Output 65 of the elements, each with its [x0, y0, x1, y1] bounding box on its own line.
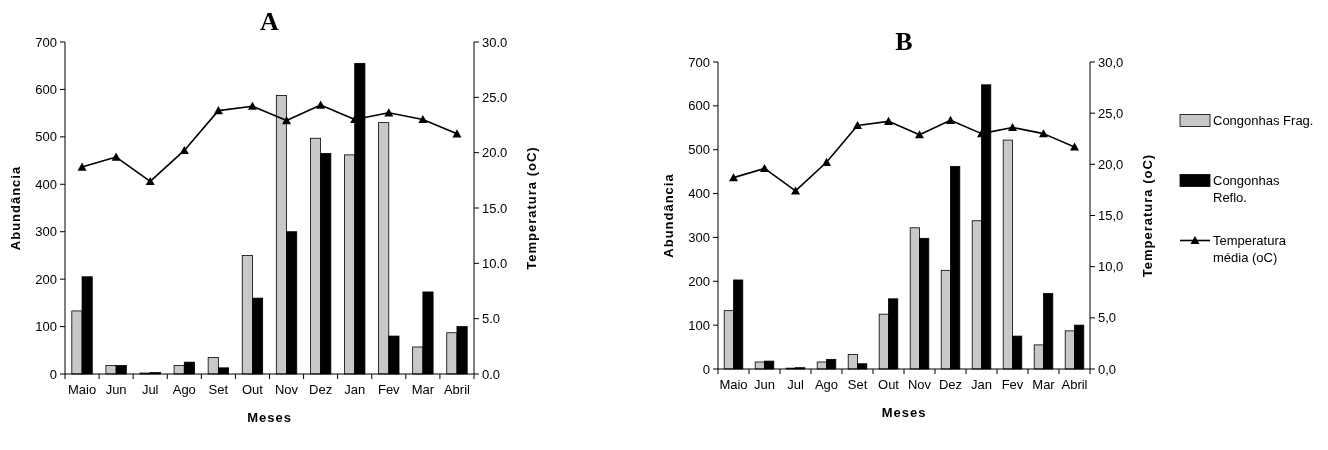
legend-label: Congonhas Frag. [1213, 113, 1314, 129]
y-tick-label: 100 [35, 319, 57, 335]
legend-label: Congonhas Reflo. [1213, 173, 1280, 205]
x-tick-label: Out [878, 377, 900, 392]
y-tick-label: 600 [35, 81, 57, 97]
x-tick-label: Dez [309, 382, 333, 397]
x-tick-label: Abril [443, 382, 471, 397]
y2-tick-label: 25,0 [1098, 105, 1124, 121]
y2-axis-title: Temperatura (oC) [524, 146, 539, 270]
x-tick-label: Mar [1032, 377, 1056, 392]
y2-tick-label: 0.0 [482, 366, 501, 382]
y-tick-label: 500 [688, 142, 710, 158]
x-tick-label: Maio [67, 382, 97, 397]
x-tick-label: Dez [938, 377, 963, 392]
y2-tick-label: 15.0 [482, 200, 508, 216]
y-tick-label: 200 [35, 271, 57, 287]
y2-tick-label: 25.0 [482, 89, 508, 105]
y-tick-label: 100 [688, 317, 710, 333]
y2-tick-label: 10.0 [482, 255, 508, 271]
x-tick-label: Mar [411, 382, 435, 397]
x-tick-label: Maio [719, 377, 748, 392]
x-axis-title: Meses [881, 405, 927, 420]
y2-tick-label: 10,0 [1098, 259, 1124, 275]
x-tick-label: Jul [787, 377, 804, 392]
y2-tick-label: 5,0 [1098, 310, 1117, 326]
x-tick-label: Abril [1061, 377, 1088, 392]
y-tick-label: 0 [49, 366, 57, 382]
x-tick-label: Jul [141, 382, 159, 397]
y2-tick-label: 30,0 [1098, 54, 1124, 70]
y-tick-label: 0 [702, 361, 710, 377]
y-tick-label: 200 [688, 273, 710, 289]
y-tick-label: 300 [688, 229, 710, 245]
y-tick-label: 600 [688, 98, 710, 114]
y2-tick-label: 0,0 [1098, 361, 1117, 377]
y-tick-label: 300 [35, 224, 57, 240]
legend-label: Temperatura média (oC) [1213, 233, 1287, 265]
x-tick-label: Fev [377, 382, 401, 397]
x-tick-label: Jun [754, 377, 775, 392]
x-tick-label: Nov [274, 382, 299, 397]
y2-tick-label: 5.0 [482, 311, 501, 327]
x-axis-title: Meses [247, 410, 292, 425]
x-tick-label: Ago [172, 382, 196, 397]
y2-tick-label: 20.0 [482, 145, 508, 161]
y-tick-label: 500 [35, 129, 57, 145]
y2-tick-label: 20,0 [1098, 156, 1124, 172]
x-tick-label: Jan [344, 382, 366, 397]
x-tick-label: Nov [907, 377, 932, 392]
x-tick-label: Set [847, 377, 868, 392]
chart-title: A [260, 7, 280, 36]
y2-tick-label: 30.0 [482, 34, 508, 50]
x-tick-label: Set [208, 382, 229, 397]
x-tick-label: Jun [105, 382, 127, 397]
y-tick-label: 400 [688, 186, 710, 202]
x-tick-label: Jan [971, 377, 992, 392]
y2-axis-title: Temperatura (oC) [1140, 153, 1155, 278]
y-tick-label: 700 [688, 54, 710, 70]
x-tick-label: Out [241, 382, 264, 397]
y2-tick-label: 15,0 [1098, 208, 1124, 224]
y-axis-title: Abundância [661, 173, 676, 258]
y-tick-label: 700 [35, 34, 57, 50]
y-axis-title: Abundância [8, 165, 23, 251]
chart-title: B [895, 27, 913, 56]
y-tick-label: 400 [35, 176, 57, 192]
x-tick-label: Ago [814, 377, 839, 392]
x-tick-label: Fev [1001, 377, 1024, 392]
